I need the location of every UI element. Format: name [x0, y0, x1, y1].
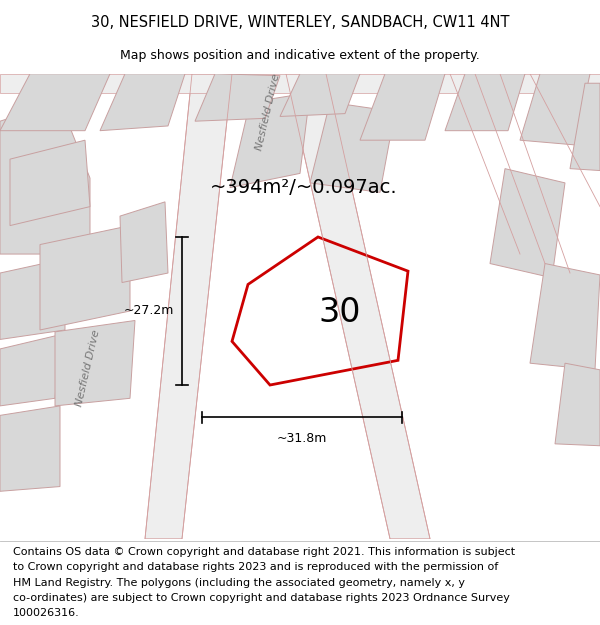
Polygon shape [520, 74, 590, 145]
Text: ~31.8m: ~31.8m [277, 431, 327, 444]
Text: 30, NESFIELD DRIVE, WINTERLEY, SANDBACH, CW11 4NT: 30, NESFIELD DRIVE, WINTERLEY, SANDBACH,… [91, 14, 509, 29]
Polygon shape [100, 74, 185, 131]
Text: co-ordinates) are subject to Crown copyright and database rights 2023 Ordnance S: co-ordinates) are subject to Crown copyr… [13, 592, 510, 602]
Text: 100026316.: 100026316. [13, 608, 80, 618]
Text: Nesfield Drive: Nesfield Drive [254, 72, 282, 151]
Polygon shape [195, 74, 280, 121]
Polygon shape [40, 226, 130, 330]
Polygon shape [445, 74, 525, 131]
Polygon shape [0, 259, 65, 339]
Text: Map shows position and indicative extent of the property.: Map shows position and indicative extent… [120, 49, 480, 62]
Polygon shape [0, 335, 60, 406]
Text: Nesfield Drive: Nesfield Drive [74, 329, 102, 408]
Polygon shape [0, 74, 110, 131]
Text: HM Land Registry. The polygons (including the associated geometry, namely x, y: HM Land Registry. The polygons (includin… [13, 578, 465, 587]
Polygon shape [555, 363, 600, 446]
Text: 30: 30 [319, 296, 361, 329]
Polygon shape [0, 74, 600, 92]
Polygon shape [280, 74, 360, 116]
Text: ~394m²/~0.097ac.: ~394m²/~0.097ac. [210, 178, 398, 197]
Polygon shape [145, 74, 232, 539]
Polygon shape [10, 140, 90, 226]
Polygon shape [230, 92, 310, 188]
Polygon shape [0, 406, 60, 491]
Polygon shape [120, 202, 168, 282]
Polygon shape [286, 74, 430, 539]
Polygon shape [310, 102, 395, 192]
Polygon shape [360, 74, 445, 140]
Polygon shape [0, 102, 90, 254]
Text: Contains OS data © Crown copyright and database right 2021. This information is : Contains OS data © Crown copyright and d… [13, 548, 515, 558]
Polygon shape [55, 321, 135, 406]
Polygon shape [570, 83, 600, 171]
Polygon shape [490, 169, 565, 278]
Text: ~27.2m: ~27.2m [124, 304, 174, 318]
Polygon shape [530, 264, 600, 370]
Text: to Crown copyright and database rights 2023 and is reproduced with the permissio: to Crown copyright and database rights 2… [13, 562, 499, 572]
